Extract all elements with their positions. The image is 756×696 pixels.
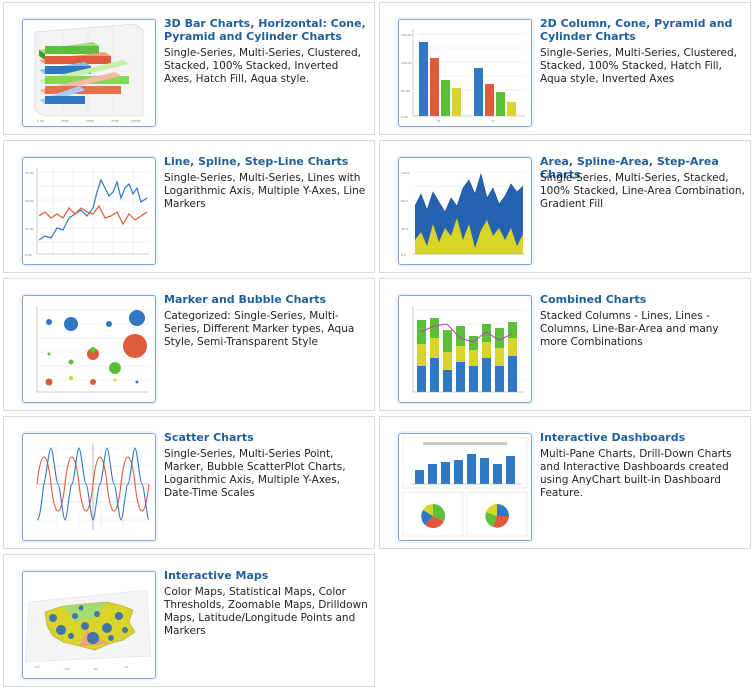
area-chart-image: 100.0 60.0 30.0 0.0: [401, 171, 525, 257]
chart-card-scatter: Scatter Charts Single-Series, Multi-Seri…: [3, 416, 375, 549]
chart-card-title[interactable]: Interactive Dashboards: [540, 431, 686, 444]
svg-text:0.00: 0.00: [37, 119, 44, 123]
chart-card-description: Color Maps, Statistical Maps, Color Thre…: [164, 586, 368, 637]
svg-text:7500: 7500: [111, 119, 119, 123]
svg-text:70.00: 70.00: [25, 171, 34, 175]
chart-card-area: 100.0 60.0 30.0 0.0 Area, Spline-Area, Step…: [379, 140, 751, 273]
chart-card-title[interactable]: Combined Charts: [540, 293, 647, 306]
svg-text:2500: 2500: [61, 119, 69, 123]
svg-text:30.0: 30.0: [401, 227, 408, 231]
chart-thumbnail-area[interactable]: 100.0 60.0 30.0 0.0: [398, 157, 532, 265]
svg-text:10000: 10000: [131, 119, 141, 123]
chart-card-description: Single-Series, Multi-Series, Stacked, 10…: [540, 172, 745, 210]
column-chart-image: 160.00 120.00 80.00 0.00 Y1 Y2: [401, 30, 525, 123]
chart-card-description: Single-Series, Multi-Series, Lines with …: [164, 172, 366, 210]
chart-card-description: Stacked Columns - Lines, Lines - Columns…: [540, 310, 719, 348]
3d-bar-chart-image: 0.00 2500 5000 7500 10000: [34, 23, 144, 123]
svg-text:120.00: 120.00: [401, 61, 412, 65]
svg-text:5000: 5000: [86, 119, 94, 123]
chart-card-title[interactable]: Scatter Charts: [164, 431, 254, 444]
svg-text:0.00: 0.00: [25, 253, 32, 257]
svg-text:30.00: 30.00: [25, 227, 34, 231]
chart-card-title[interactable]: 2D Column, Cone, Pyramid and Cylinder Ch…: [540, 17, 733, 43]
line-chart-image: 70.00 50.00 30.00 0.00: [25, 168, 149, 257]
chart-thumbnail-maps[interactable]: -120 -100 -90 -70: [22, 571, 156, 679]
chart-card-combined: Combined Charts Stacked Columns - Lines,…: [379, 278, 751, 411]
chart-thumbnail-line[interactable]: 70.00 50.00 30.00 0.00: [22, 157, 156, 265]
chart-card-line: 70.00 50.00 30.00 0.00 Line, Spline, Step-L…: [3, 140, 375, 273]
svg-text:80.00: 80.00: [401, 89, 410, 93]
chart-card-3d-bar: 0.00 2500 5000 7500 10000 3D Bar Charts, Hor…: [3, 2, 375, 135]
combined-chart-image: [412, 306, 525, 393]
bubble-chart-image: [36, 306, 149, 393]
svg-text:-70: -70: [123, 665, 128, 669]
svg-text:Y2: Y2: [491, 119, 495, 123]
svg-text:60.0: 60.0: [401, 199, 408, 203]
chart-card-bubble: Marker and Bubble Charts Categorized: Si…: [3, 278, 375, 411]
chart-card-title[interactable]: Interactive Maps: [164, 569, 269, 582]
svg-text:0.00: 0.00: [401, 115, 408, 119]
chart-thumbnail-bubble[interactable]: [22, 295, 156, 403]
chart-card-title[interactable]: Area, Spline-Area, Step-Area Charts: [540, 155, 719, 181]
svg-text:-100: -100: [63, 667, 70, 671]
chart-card-2d-column: 160.00 120.00 80.00 0.00 Y1 Y2 2D Column, Co…: [379, 2, 751, 135]
svg-text:50.00: 50.00: [25, 199, 34, 203]
chart-card-description: Multi-Pane Charts, Drill-Down Charts and…: [540, 448, 732, 499]
chart-card-description: Categorized: Single-Series, Multi-Series…: [164, 310, 355, 348]
svg-text:0.0: 0.0: [401, 253, 406, 257]
chart-card-maps: -120 -100 -90 -70 Interactive Maps Color Ma…: [3, 554, 375, 687]
chart-thumbnail-dashboard[interactable]: [398, 433, 532, 541]
scatter-chart-image: [36, 444, 150, 530]
map-image: -120 -100 -90 -70: [24, 589, 152, 671]
chart-thumbnail-combined[interactable]: [398, 295, 532, 403]
chart-card-dashboard: Interactive Dashboards Multi-Pane Charts…: [379, 416, 751, 549]
chart-thumbnail-2d-column[interactable]: 160.00 120.00 80.00 0.00 Y1 Y2: [398, 19, 532, 127]
chart-card-title[interactable]: Marker and Bubble Charts: [164, 293, 327, 306]
svg-text:Y1: Y1: [437, 119, 441, 123]
svg-text:160.00: 160.00: [401, 33, 412, 37]
chart-thumbnail-3d-bar[interactable]: 0.00 2500 5000 7500 10000: [22, 19, 156, 127]
chart-card-description: Single-Series, Multi-Series Point, Marke…: [164, 448, 346, 499]
chart-card-description: Single-Series, Multi-Series, Clustered, …: [540, 47, 737, 85]
chart-card-title[interactable]: 3D Bar Charts, Horizontal: Cone, Pyramid…: [164, 17, 366, 43]
svg-text:-90: -90: [93, 667, 98, 671]
chart-card-title[interactable]: Line, Spline, Step-Line Charts: [164, 155, 349, 168]
chart-thumbnail-scatter[interactable]: [22, 433, 156, 541]
dashboard-image: [402, 437, 528, 537]
svg-text:-120: -120: [33, 665, 40, 669]
chart-card-description: Single-Series, Multi-Series, Clustered, …: [164, 47, 361, 85]
svg-text:100.0: 100.0: [401, 171, 410, 175]
